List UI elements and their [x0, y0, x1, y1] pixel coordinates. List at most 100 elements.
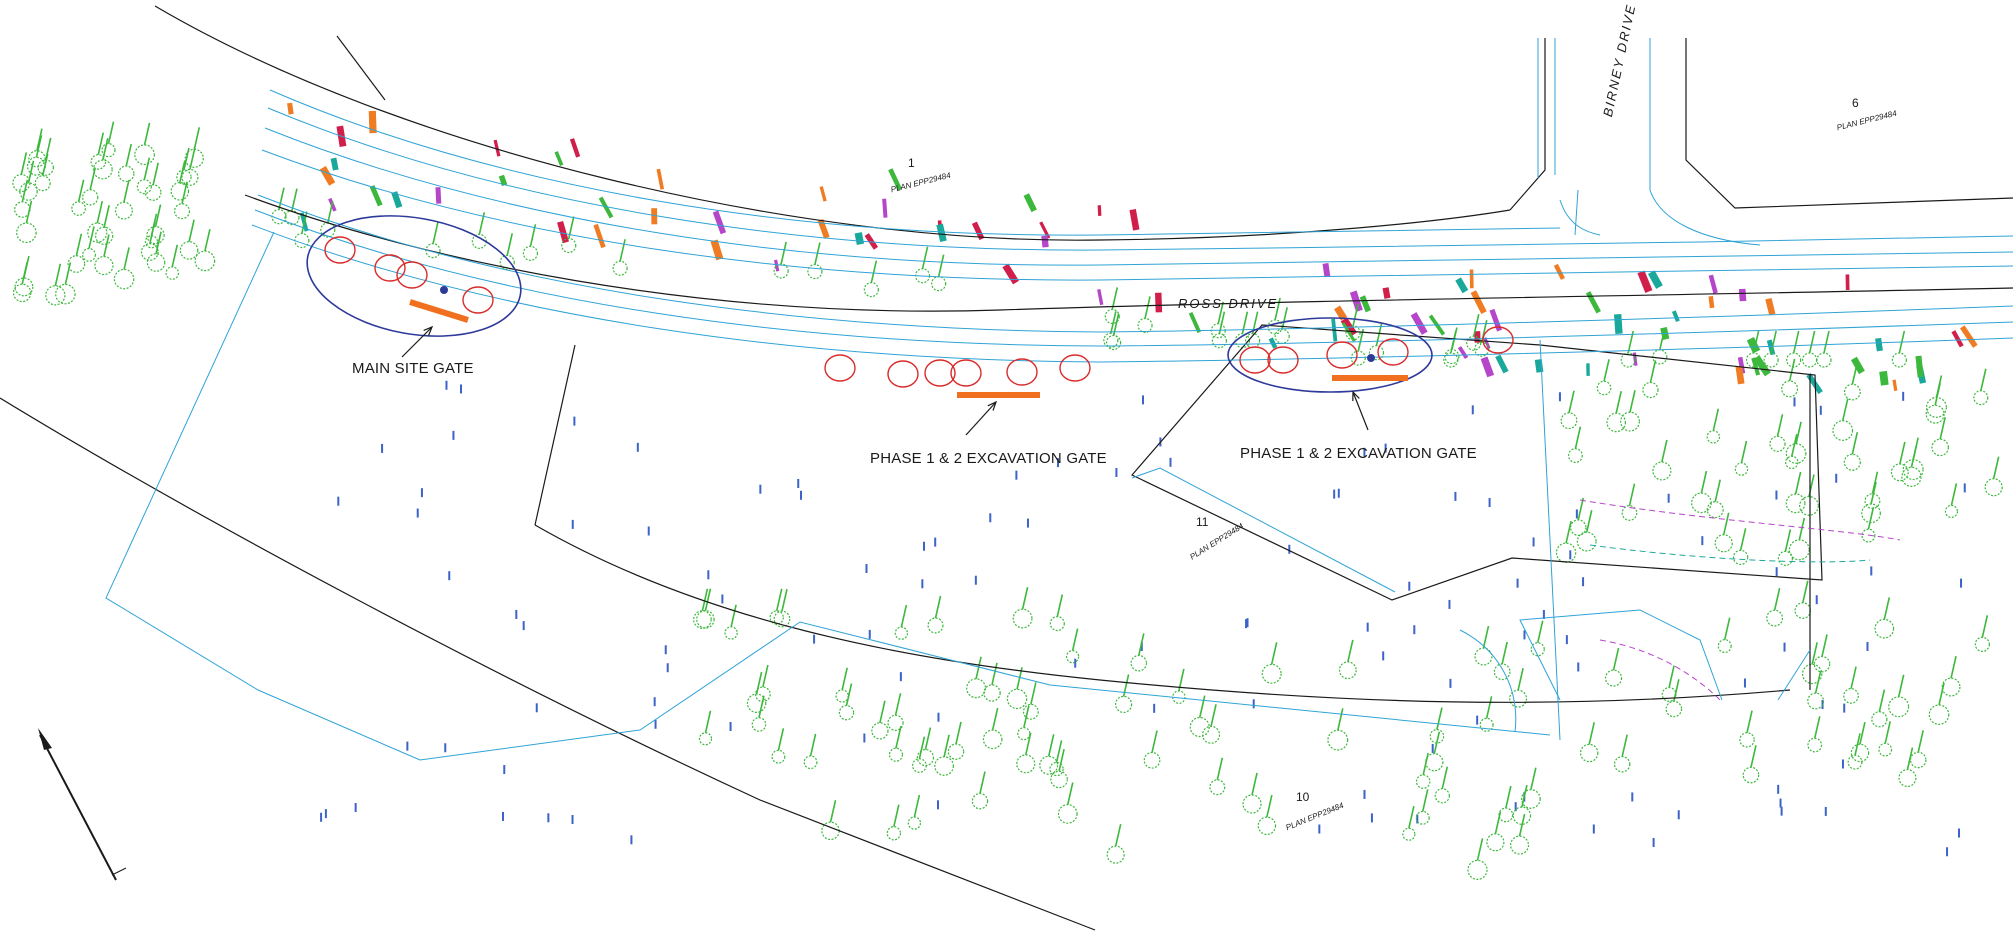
highlighted-tree: [1059, 354, 1091, 382]
spot-level-mark: [707, 570, 710, 580]
spot-level-mark: [1245, 619, 1248, 629]
service-line-2: [1599, 639, 1721, 701]
tree-icon: [1443, 330, 1459, 368]
spot-level-mark: [1476, 715, 1479, 725]
spot-level-mark: [1946, 847, 1949, 857]
tree-icon: [1579, 722, 1599, 763]
tree-icon: [425, 221, 441, 259]
spot-level-mark: [420, 488, 423, 498]
tree-icon: [499, 233, 515, 270]
spot-level-mark: [503, 765, 506, 775]
tree-icon: [1786, 330, 1802, 368]
tree-icon: [835, 667, 849, 703]
highlighted-tree: [924, 359, 956, 387]
spot-level-mark: [1015, 470, 1018, 480]
tree-icon: [1799, 474, 1819, 516]
survey-tag: [1097, 289, 1104, 306]
tree-icon: [1338, 639, 1357, 680]
highlighted-tree: [1239, 346, 1271, 374]
road-line-5: [254, 209, 2013, 347]
survey-tag: [1188, 312, 1202, 334]
tree-icon: [90, 132, 107, 170]
tree-icon: [28, 128, 46, 168]
spot-level-mark: [320, 812, 323, 822]
spot-level-mark: [813, 634, 816, 644]
tree-icon: [934, 734, 954, 776]
tree-icon: [179, 219, 199, 260]
spot-level-mark: [1667, 493, 1670, 503]
survey-tag: [1850, 356, 1865, 375]
tree-icon: [522, 224, 539, 261]
spot-level-mark: [1652, 837, 1655, 847]
road-line-3: [261, 149, 2013, 281]
tree-icon: [173, 181, 191, 220]
survey-tag: [864, 233, 879, 250]
road-line-13: [1539, 339, 1561, 741]
survey-tag: [710, 239, 724, 261]
spot-level-mark: [863, 733, 866, 743]
spot-level-mark: [535, 703, 538, 713]
tree-icon: [1891, 330, 1907, 368]
spot-level-mark: [647, 526, 650, 536]
road-line-11: [1559, 199, 1601, 236]
tree-icon: [1402, 806, 1416, 841]
spot-level-mark: [1793, 397, 1796, 407]
spot-level-mark: [381, 443, 384, 453]
tree-icon: [1242, 772, 1262, 814]
tree-icon: [1901, 445, 1922, 487]
tree-icon: [1415, 752, 1431, 789]
phase-gate-label-east: PHASE 1 & 2 EXCAVATION GATE: [1240, 445, 1477, 462]
spot-level-mark: [1775, 567, 1778, 577]
boundary-line-4: [0, 397, 1096, 931]
survey-tag: [1023, 193, 1037, 213]
ross-drive-label: ROSS DRIVE: [1178, 296, 1279, 311]
spot-level-mark: [522, 621, 525, 631]
survey-tag: [554, 151, 564, 167]
spot-level-mark: [1815, 595, 1818, 605]
spot-level-mark: [1471, 405, 1474, 415]
survey-tag: [1738, 288, 1747, 302]
survey-tag: [1553, 263, 1565, 280]
highlighted-tree: [1377, 338, 1409, 366]
survey-tag: [368, 110, 377, 134]
service-line-1: [1589, 544, 1871, 563]
spot-level-mark: [1775, 490, 1778, 500]
spot-level-mark: [1448, 599, 1451, 609]
highlighted-tree: [1006, 358, 1038, 386]
tree-icon: [1569, 497, 1587, 536]
tree-icon: [807, 242, 823, 280]
spot-level-mark: [573, 416, 576, 426]
tree-icon: [140, 221, 159, 261]
survey-tag: [1129, 208, 1140, 231]
spot-level-mark: [1780, 806, 1783, 816]
spot-level-mark: [1558, 392, 1561, 402]
road-line-9: [1574, 189, 1579, 236]
tree-icon: [1022, 682, 1039, 720]
survey-tag: [1960, 325, 1978, 348]
tree-icon: [1016, 732, 1036, 774]
spot-level-mark: [444, 743, 447, 753]
tree-icon: [82, 167, 99, 206]
east-gate-zone: [1227, 317, 1433, 393]
tree-icon: [1861, 506, 1876, 543]
tree-icon: [1327, 708, 1349, 751]
tree-icon: [931, 254, 947, 292]
spot-level-mark: [1363, 789, 1366, 799]
spot-level-mark: [459, 384, 462, 394]
tree-icon: [1973, 368, 1989, 406]
tree-icon: [1861, 481, 1881, 524]
survey-tag: [1382, 287, 1391, 299]
tree-icon: [1717, 617, 1732, 654]
spot-level-mark: [654, 719, 657, 729]
survey-tag: [1041, 235, 1049, 248]
tree-icon: [1807, 716, 1823, 753]
spot-level-mark: [865, 563, 868, 573]
tree-icon: [1925, 383, 1945, 424]
tree-icon: [1642, 360, 1659, 399]
tree-icon: [26, 135, 46, 176]
tree-icon: [134, 122, 155, 166]
survey-tag: [888, 168, 902, 191]
tree-icon: [1613, 734, 1631, 773]
tree-icon: [1898, 747, 1917, 788]
survey-tag: [1534, 359, 1544, 373]
